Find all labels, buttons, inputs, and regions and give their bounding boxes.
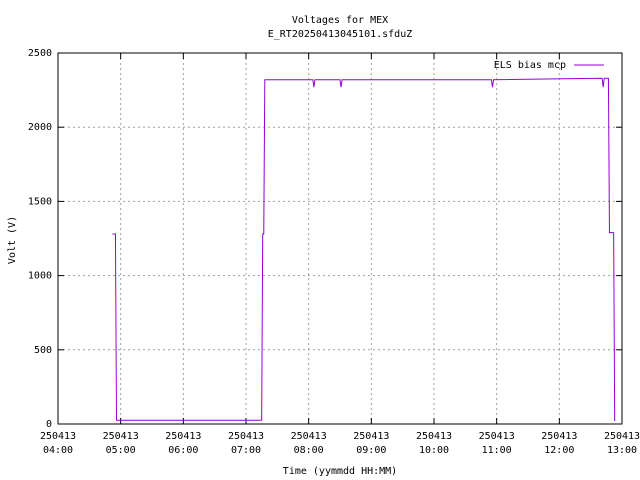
y-tick-label: 2000 [28, 122, 52, 133]
y-axis-label: Volt (V) [7, 216, 18, 264]
x-tick-label: 250413 12:00 [541, 431, 578, 456]
x-tick-label: 250413 04:00 [39, 431, 77, 456]
plot-border [57, 52, 623, 425]
y-tick-label: 1000 [28, 271, 52, 282]
x-tick-label: 250413 09:00 [353, 431, 390, 456]
x-axis-label: Time (yymmdd HH:MM) [283, 466, 397, 477]
x-tick-label: 250413 06:00 [165, 431, 202, 456]
x-tick-label: 250413 07:00 [227, 431, 265, 456]
x-tick-label: 250413 05:00 [102, 431, 139, 456]
x-tick-label: 250413 10:00 [415, 431, 453, 456]
chart-subtitle: E_RT20250413045101.sfduZ [268, 29, 413, 40]
y-tick-label: 500 [34, 345, 52, 356]
x-tick-label: 250413 13:00 [603, 431, 640, 456]
x-tick-label: 250413 11:00 [478, 431, 515, 456]
y-tick-label: 1500 [28, 196, 52, 207]
x-tick-label: 250413 08:00 [290, 431, 327, 456]
y-tick-label: 0 [46, 419, 52, 430]
legend-label: ELS bias mcp [494, 60, 566, 71]
y-tick-label: 2500 [28, 48, 52, 59]
data-line [112, 77, 616, 422]
chart-title: Voltages for MEX [292, 15, 388, 26]
